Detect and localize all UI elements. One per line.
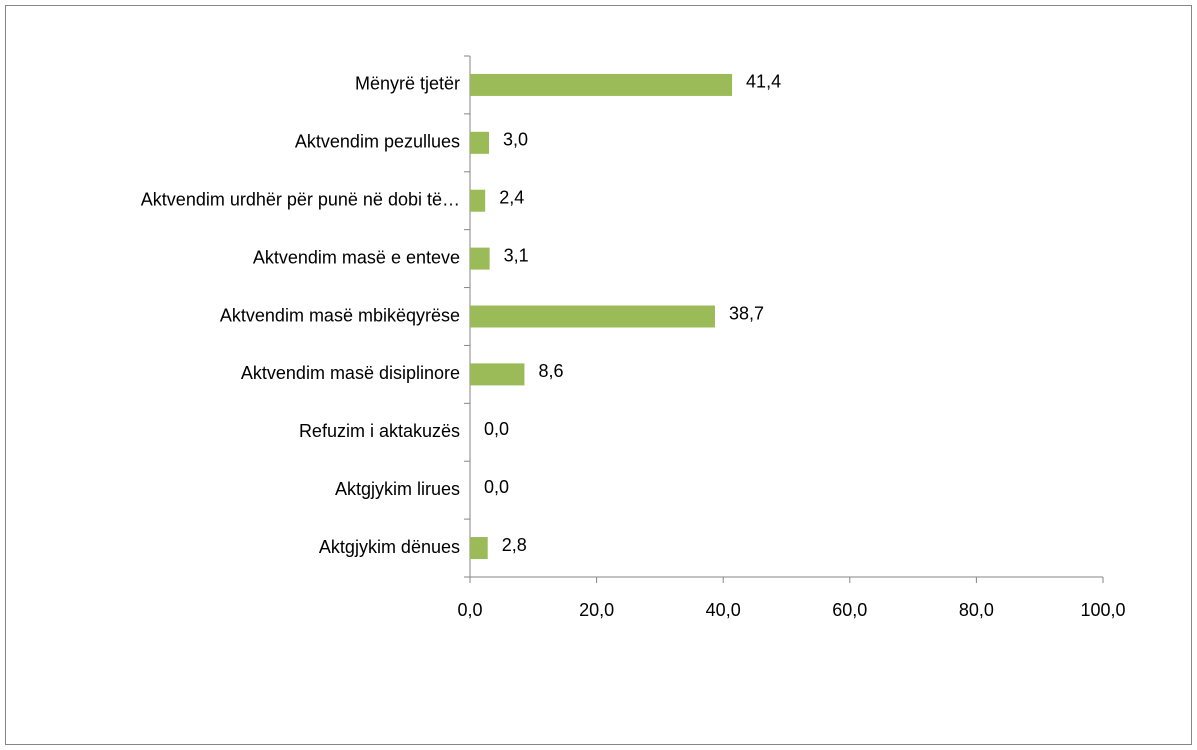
y-tick-label: Aktgjykim lirues <box>335 479 460 499</box>
x-tick-label: 40,0 <box>706 600 741 620</box>
value-label: 38,7 <box>729 303 764 323</box>
bar <box>470 131 489 154</box>
y-tick-label: Aktvendim pezullues <box>295 132 460 152</box>
bar <box>470 73 733 96</box>
x-tick-label: 0,0 <box>457 600 482 620</box>
bar <box>470 363 525 386</box>
bar <box>470 537 488 560</box>
value-label: 8,6 <box>538 361 563 381</box>
value-label: 3,1 <box>504 245 529 265</box>
x-tick-label: 80,0 <box>959 600 994 620</box>
y-tick-label: Mënyrë tjetër <box>355 74 460 94</box>
value-label: 2,4 <box>499 187 524 207</box>
bar <box>470 247 490 270</box>
x-tick-label: 100,0 <box>1080 600 1125 620</box>
y-tick-label: Aktvendim masë mbikëqyrëse <box>220 305 460 325</box>
y-tick-label: Aktgjykim dënues <box>319 537 460 557</box>
value-label: 0,0 <box>484 477 509 497</box>
value-label: 41,4 <box>746 72 781 92</box>
y-tick-label: Aktvendim urdhër për punë në dobi të… <box>141 189 460 209</box>
x-tick-label: 20,0 <box>579 600 614 620</box>
chart-frame <box>5 5 1192 745</box>
y-tick-label: Aktvendim masë disiplinore <box>241 363 460 383</box>
bar <box>470 305 715 328</box>
bar <box>470 189 486 212</box>
y-tick-label: Aktvendim masë e enteve <box>253 247 460 267</box>
value-label: 3,0 <box>503 130 528 150</box>
value-label: 2,8 <box>502 535 527 555</box>
y-tick-label: Refuzim i aktakuzës <box>299 421 460 441</box>
x-tick-label: 60,0 <box>832 600 867 620</box>
value-label: 0,0 <box>484 419 509 439</box>
